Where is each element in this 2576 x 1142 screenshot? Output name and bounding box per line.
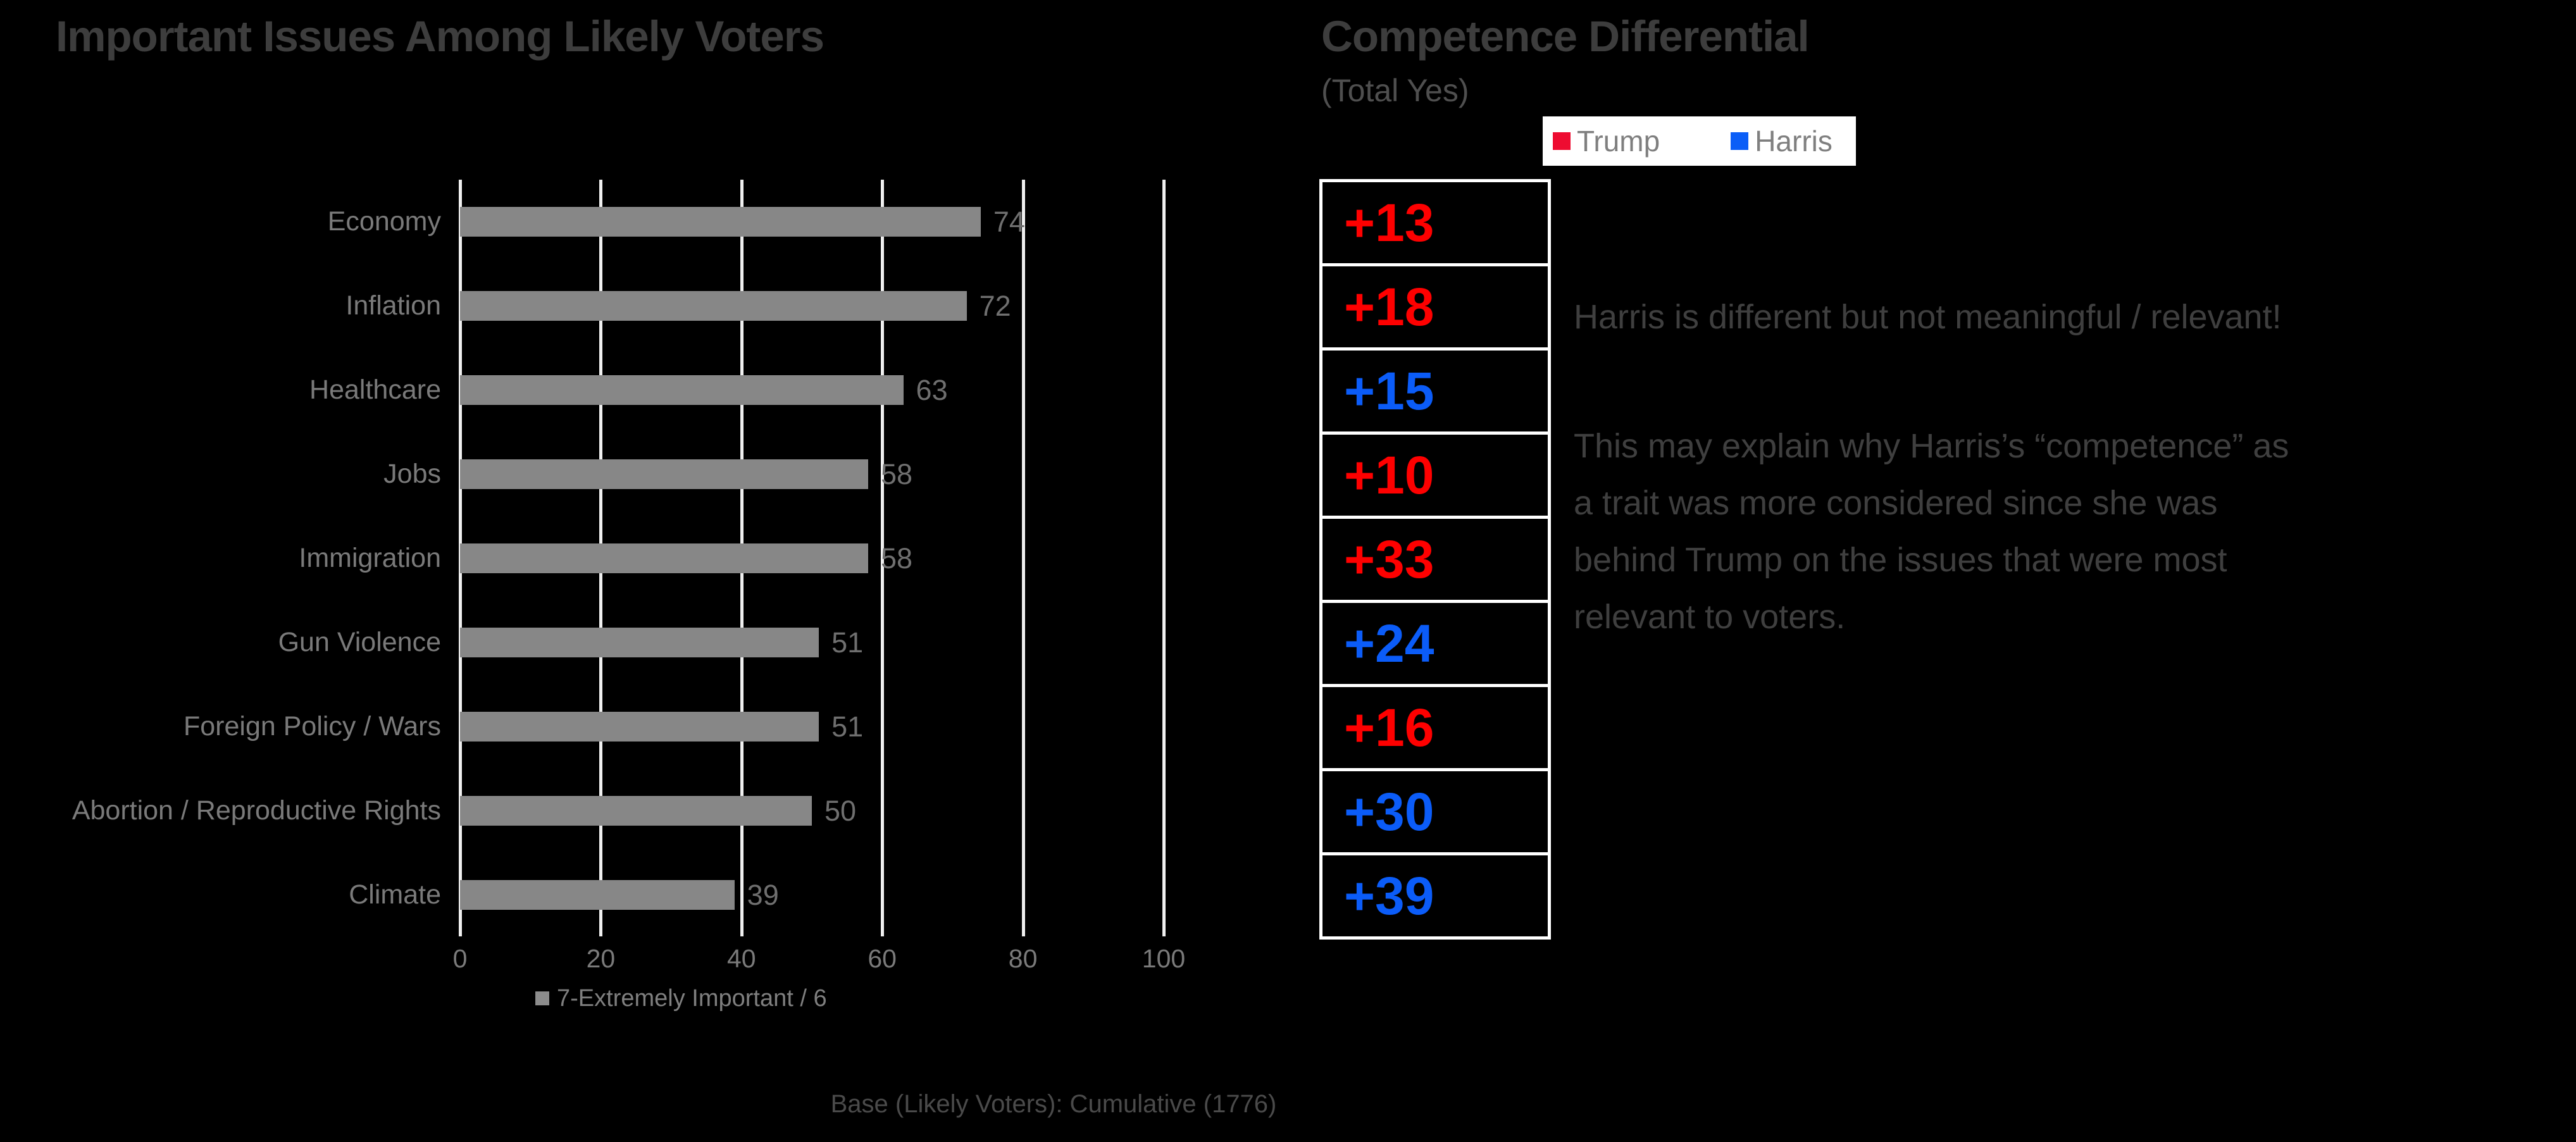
bar-row: Climate 39 (0, 853, 1297, 937)
bar-row: Gun Violence 51 (0, 600, 1297, 685)
bar-row: Abortion / Reproductive Rights 50 (0, 769, 1297, 853)
differential-cell: +24 (1322, 603, 1548, 687)
legend-item-harris: Harris (1731, 124, 1832, 158)
annotation-body: This may explain why Harris’s “competenc… (1574, 427, 2289, 636)
bar (460, 207, 981, 237)
value-label: 63 (916, 373, 948, 406)
value-label: 58 (880, 542, 913, 574)
differential-cell: +39 (1322, 855, 1548, 936)
value-label: 51 (831, 710, 864, 743)
annotation-headline: Harris is different but not meaningful /… (1574, 298, 2282, 336)
x-tick-label: 100 (1142, 944, 1186, 973)
x-tick-label: 40 (726, 944, 756, 973)
harris-legend-label: Harris (1755, 125, 1832, 158)
bar (460, 796, 812, 826)
differential-cell: +15 (1322, 351, 1548, 435)
gridline (881, 180, 885, 936)
competence-subtitle: (Total Yes) (1321, 73, 1469, 108)
bar (460, 712, 819, 742)
footnote: Base (Likely Voters): Cumulative (1776) (830, 1090, 1277, 1118)
party-legend: Trump Harris (1543, 116, 1856, 166)
value-label: 51 (831, 626, 864, 659)
category-label: Healthcare (309, 375, 441, 405)
bar (460, 291, 967, 321)
differential-table: +13 +18 +15 +10 +33 +24 +16 +30 +39 (1319, 179, 1551, 940)
bar-chart-title: Important Issues Among Likely Voters (56, 12, 824, 61)
gridline (1021, 180, 1025, 936)
value-label: 50 (824, 794, 857, 827)
bar (460, 628, 819, 657)
bar (460, 543, 868, 573)
series-legend: 7-Extremely Important / 6 (535, 984, 827, 1012)
value-label: 39 (747, 878, 779, 911)
differential-cell: +10 (1322, 435, 1548, 519)
value-label: 74 (993, 205, 1025, 238)
category-label: Immigration (299, 543, 441, 573)
gridline (1162, 180, 1166, 936)
bar (460, 459, 868, 489)
competence-title: Competence Differential (1321, 12, 1810, 61)
category-label: Inflation (345, 290, 441, 321)
bar-row: Economy 74 (0, 180, 1297, 264)
series-swatch-icon (535, 991, 549, 1005)
category-label: Foreign Policy / Wars (183, 711, 441, 742)
value-label: 58 (880, 457, 913, 490)
trump-swatch-icon (1553, 132, 1571, 150)
category-label: Economy (327, 206, 441, 237)
bar-row: Foreign Policy / Wars 51 (0, 685, 1297, 769)
differential-cell: +33 (1322, 519, 1548, 603)
bar-rows: Economy 74 Inflation 72 Healthcare 63 Jo… (0, 180, 1297, 937)
differential-cell: +13 (1322, 182, 1548, 266)
bar (460, 880, 735, 910)
trump-legend-label: Trump (1577, 125, 1660, 158)
value-label: 72 (979, 289, 1011, 322)
category-label: Gun Violence (278, 627, 441, 657)
bar-row: Healthcare 63 (0, 348, 1297, 432)
differential-cell: +18 (1322, 266, 1548, 351)
category-label: Climate (349, 879, 441, 910)
bar-row: Immigration 58 (0, 516, 1297, 600)
series-legend-label: 7-Extremely Important / 6 (557, 984, 827, 1012)
x-tick-label: 80 (1008, 944, 1038, 973)
category-label: Abortion / Reproductive Rights (72, 795, 441, 826)
harris-swatch-icon (1731, 132, 1749, 150)
x-tick-label: 60 (868, 944, 897, 973)
bar-row: Inflation 72 (0, 264, 1297, 348)
differential-cell: +30 (1322, 771, 1548, 855)
x-tick-label: 0 (452, 944, 468, 973)
bar-row: Jobs 58 (0, 432, 1297, 516)
bar (460, 375, 904, 405)
x-tick-label: 20 (586, 944, 616, 973)
category-label: Jobs (383, 459, 441, 489)
differential-cell: +16 (1322, 687, 1548, 771)
legend-item-trump: Trump (1553, 124, 1660, 158)
